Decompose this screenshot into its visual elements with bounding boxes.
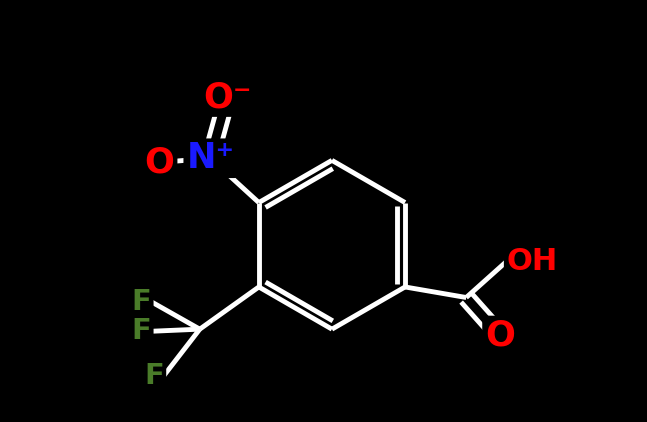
Text: O: O bbox=[145, 146, 175, 179]
Text: N⁺: N⁺ bbox=[186, 141, 234, 175]
Text: OH: OH bbox=[507, 247, 558, 276]
Text: O⁻: O⁻ bbox=[203, 80, 252, 114]
Text: O: O bbox=[485, 319, 515, 352]
Text: F: F bbox=[144, 362, 164, 390]
Text: F: F bbox=[131, 288, 151, 316]
Text: F: F bbox=[131, 317, 151, 345]
